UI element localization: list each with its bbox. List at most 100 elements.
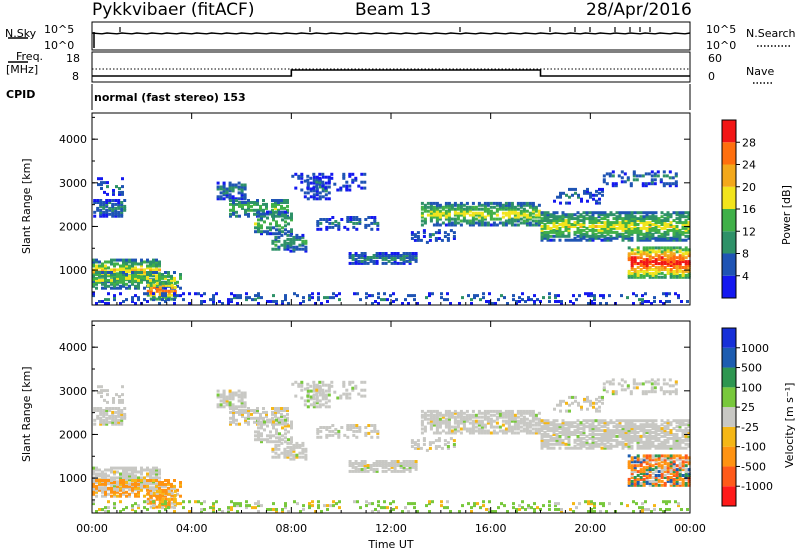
velocity-cell (594, 440, 598, 444)
velocity-cell (170, 493, 174, 497)
power-cell (146, 300, 149, 303)
power-cell (176, 280, 179, 284)
power-cell (647, 300, 650, 303)
power-cell (92, 282, 95, 286)
power-cell (618, 211, 622, 215)
power-cell (675, 232, 679, 236)
power-cell (590, 302, 593, 305)
velocity-cell (125, 470, 128, 474)
power-cell (645, 211, 649, 215)
velocity-cell (453, 425, 457, 429)
velocity-cell (675, 433, 679, 436)
velocity-cell (483, 431, 487, 435)
power-cell (587, 302, 590, 305)
power-cell (633, 260, 637, 264)
velocity-cell (453, 429, 457, 433)
velocity-cell (669, 462, 673, 466)
power-cell (479, 298, 482, 302)
velocity-cell (552, 442, 556, 446)
power-cell (167, 271, 170, 274)
velocity-cell (571, 395, 574, 399)
power-cell (284, 212, 287, 216)
power-cell (321, 195, 325, 199)
velocity-cell (534, 417, 538, 421)
power-cell (585, 217, 589, 221)
power-cell (675, 268, 679, 271)
velocity-cell (645, 460, 649, 464)
power-cell (113, 282, 116, 286)
power-cell (552, 217, 556, 221)
velocity-cell (173, 497, 177, 501)
power-cell (351, 256, 355, 259)
velocity-cell (161, 481, 164, 484)
power-cell (152, 296, 155, 300)
velocity-cell (447, 431, 451, 435)
velocity-cell (483, 409, 487, 413)
velocity-cell (606, 440, 610, 444)
power-cell (158, 273, 161, 276)
power-cell (98, 274, 101, 278)
velocity-cell (149, 491, 153, 495)
velocity-cell (456, 415, 460, 419)
power-cell (119, 278, 122, 282)
power-cell (120, 202, 124, 206)
velocity-cell (300, 380, 304, 384)
velocity-cell (316, 431, 320, 435)
velocity-cell (600, 425, 604, 429)
power-cell (519, 217, 523, 221)
power-cell (98, 273, 101, 276)
velocity-cell (465, 419, 469, 423)
power-cell (348, 174, 352, 178)
velocity-cell (660, 458, 664, 462)
power-cell (471, 211, 475, 215)
power-cell (219, 191, 223, 195)
velocity-cell (256, 416, 259, 420)
velocity-cell (357, 392, 361, 396)
power-cell (507, 205, 511, 209)
power-cell (312, 195, 316, 199)
velocity-cell (579, 440, 583, 444)
power-cell (593, 298, 596, 302)
velocity-cell (312, 397, 316, 401)
power-cell (603, 215, 607, 219)
velocity-cell (627, 438, 631, 442)
power-cell (656, 170, 660, 174)
velocity-cell (630, 456, 634, 460)
velocity-cell (98, 481, 101, 484)
power-cell (367, 223, 371, 227)
velocity-cell (294, 394, 298, 398)
velocity-cell (289, 457, 293, 461)
power-cell (590, 300, 593, 303)
power-cell (332, 292, 335, 296)
power-cell (642, 262, 646, 266)
power-cell (324, 189, 328, 193)
velocity-cell (504, 421, 508, 425)
velocity-cell (606, 423, 610, 427)
power-cell (295, 247, 299, 251)
power-cell (606, 219, 610, 223)
velocity-cell (543, 438, 547, 442)
power-cell (237, 191, 241, 195)
velocity-cell (651, 454, 655, 458)
power-cell (522, 213, 526, 217)
power-cell (429, 209, 433, 213)
velocity-cell (681, 421, 685, 425)
power-cell (161, 274, 164, 278)
power-cell (280, 201, 283, 204)
power-cell (528, 213, 532, 217)
velocity-cell (373, 426, 377, 429)
velocity-cell (140, 488, 143, 492)
power-cell (452, 235, 456, 238)
power-cell (134, 268, 137, 272)
power-cell (465, 205, 469, 209)
power-cell (606, 213, 610, 217)
velocity-cell (516, 421, 520, 425)
velocity-cell (414, 462, 418, 465)
velocity-cell (591, 433, 595, 436)
velocity-cell (582, 431, 586, 434)
velocity-cell (240, 403, 244, 407)
power-cell (232, 208, 235, 212)
power-cell (687, 266, 691, 269)
velocity-cell (549, 442, 553, 446)
velocity-cell (642, 456, 646, 460)
